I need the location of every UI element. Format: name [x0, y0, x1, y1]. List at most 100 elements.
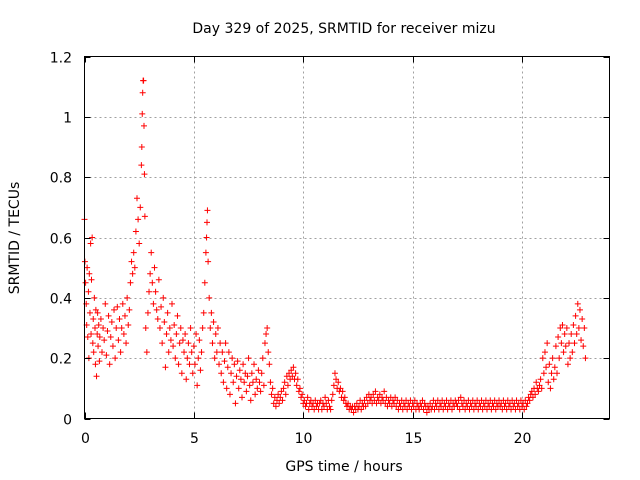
data-point — [131, 264, 138, 271]
data-point — [361, 397, 368, 404]
data-point — [257, 388, 264, 395]
data-point — [86, 309, 93, 316]
data-point — [231, 361, 238, 368]
data-point — [89, 234, 96, 241]
data-point — [117, 349, 124, 356]
data-point — [230, 379, 237, 386]
data-point — [96, 358, 103, 365]
data-point — [529, 394, 536, 401]
data-point — [326, 403, 333, 410]
y-tick-label: 0.8 — [50, 171, 72, 187]
data-point — [171, 321, 178, 328]
data-point — [188, 349, 195, 356]
data-point — [256, 379, 263, 386]
data-point — [301, 397, 308, 404]
data-point — [536, 382, 543, 389]
data-point — [125, 321, 132, 328]
x-tick-label: 0 — [81, 431, 90, 447]
data-point — [175, 361, 182, 368]
data-point — [239, 394, 245, 401]
data-point — [455, 397, 462, 404]
data-point — [248, 370, 255, 377]
data-point — [281, 379, 288, 386]
data-point — [456, 406, 463, 413]
data-point — [167, 337, 174, 344]
data-point — [90, 349, 97, 356]
data-point — [194, 382, 201, 389]
data-point — [156, 325, 163, 331]
data-point — [555, 334, 562, 341]
data-point — [270, 400, 277, 407]
data-point — [289, 373, 296, 380]
data-point — [197, 367, 204, 374]
data-point — [91, 294, 98, 301]
data-point — [103, 352, 110, 359]
data-point — [146, 288, 153, 295]
y-tick-label: 1 — [63, 111, 72, 127]
data-point — [204, 219, 210, 226]
data-point — [221, 358, 228, 365]
data-point — [89, 340, 96, 347]
data-point — [276, 400, 283, 407]
data-point — [294, 376, 301, 383]
data-point — [582, 355, 589, 362]
data-point — [159, 340, 166, 347]
data-point — [557, 325, 564, 331]
data-point — [254, 385, 261, 392]
data-point — [274, 397, 280, 404]
data-point — [570, 321, 577, 328]
data-point — [328, 397, 335, 404]
data-point — [241, 379, 248, 386]
data-point — [173, 331, 180, 338]
data-point — [271, 394, 278, 401]
data-point — [341, 394, 348, 401]
data-point — [106, 361, 113, 368]
data-point — [96, 334, 103, 341]
data-point — [548, 370, 555, 377]
data-point — [277, 394, 284, 401]
data-point — [312, 397, 319, 404]
data-point — [282, 391, 289, 398]
data-point — [124, 294, 131, 301]
data-point — [419, 397, 426, 404]
data-point — [196, 337, 203, 344]
y-axis-label: SRMTID / TECUs — [7, 182, 23, 295]
data-point — [329, 391, 336, 398]
data-point — [317, 397, 324, 404]
data-point — [183, 376, 190, 383]
data-point — [545, 379, 552, 386]
data-point — [538, 385, 545, 392]
data-point — [290, 364, 297, 371]
data-point — [579, 315, 586, 322]
data-point — [94, 309, 101, 316]
data-point — [101, 337, 108, 344]
data-point — [184, 355, 191, 362]
data-point — [275, 391, 282, 398]
data-point — [292, 370, 299, 377]
data-point — [368, 394, 375, 401]
x-tick-labels: 0 5 10 15 20 — [81, 431, 531, 447]
data-point — [258, 370, 265, 377]
data-point — [87, 240, 94, 247]
data-point — [132, 228, 139, 235]
data-point — [550, 376, 557, 383]
data-point — [251, 361, 258, 368]
data-point — [423, 409, 430, 416]
data-point — [569, 349, 576, 356]
data-point — [191, 361, 198, 368]
data-point — [84, 264, 91, 271]
data-point — [235, 385, 242, 392]
data-point — [345, 400, 352, 407]
data-point — [84, 334, 91, 341]
data-point — [120, 331, 127, 338]
data-point — [540, 370, 547, 377]
data-point — [143, 349, 150, 356]
data-point — [155, 276, 162, 283]
data-point — [551, 364, 558, 371]
data-point — [547, 385, 554, 392]
data-point — [135, 216, 142, 223]
data-point — [195, 355, 202, 362]
data-point — [296, 385, 303, 392]
data-point — [313, 403, 320, 410]
